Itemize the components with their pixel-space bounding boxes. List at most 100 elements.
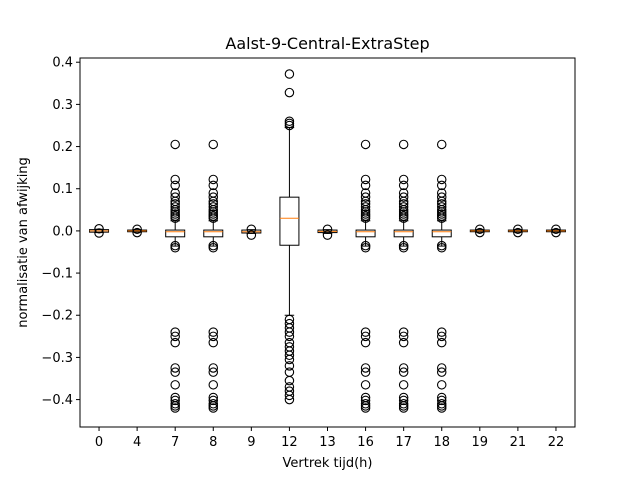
outlier-point [360, 240, 371, 251]
x-tick-label: 19 [472, 435, 489, 450]
outlier-point [513, 224, 523, 234]
outlier-point [398, 380, 409, 390]
outlier-point [436, 240, 447, 251]
outlier-point [246, 224, 257, 234]
outlier-point [475, 227, 485, 238]
box-iqr [393, 229, 414, 238]
x-axis-label: Vertrek tijd(h) [283, 456, 373, 471]
box-7 [165, 139, 186, 413]
x-tick-label: 22 [548, 435, 565, 450]
outlier-point [360, 174, 371, 185]
outlier-point [170, 337, 180, 348]
x-tick-label: 7 [171, 435, 179, 450]
outlier-point [208, 192, 219, 202]
outlier-point [436, 363, 447, 373]
outlier-point [170, 395, 180, 406]
y-axis: 0.4 0.3 0.2 0.1 0.0 −0.1 −0.2 −0.3 −0.4 [41, 56, 80, 408]
outlier-point [208, 367, 219, 377]
outlier-point [208, 401, 219, 411]
box-iqr [355, 229, 376, 238]
box-9 [241, 224, 262, 240]
outlier-point [208, 180, 219, 191]
box-22 [545, 224, 566, 238]
outlier-point [284, 354, 295, 365]
outlier-point [513, 227, 523, 238]
outlier-point [436, 192, 447, 202]
outlier-point [398, 213, 409, 224]
outlier-point [94, 228, 104, 238]
outlier-point [551, 227, 561, 238]
outlier-point [398, 401, 409, 411]
box-8 [203, 139, 224, 413]
x-tick-label: 0 [95, 435, 103, 450]
box-13 [317, 224, 338, 240]
outlier-point [284, 118, 295, 129]
outlier-point [360, 180, 371, 191]
y-axis-label: normalisatie van afwijking [16, 157, 31, 328]
outlier-point [360, 331, 371, 342]
y-tick-label: 0.0 [52, 224, 73, 239]
outlier-point [360, 213, 371, 224]
outlier-point [436, 174, 447, 185]
x-tick-label: 4 [133, 435, 141, 450]
outlier-point [284, 87, 295, 98]
x-tick-label: 18 [433, 435, 450, 450]
outlier-point [208, 380, 219, 390]
y-tick-label: 0.4 [52, 56, 73, 71]
outlier-point [360, 401, 371, 411]
x-tick-label: 21 [510, 435, 527, 450]
outlier-point [170, 331, 180, 342]
outlier-point [436, 395, 447, 406]
outlier-point [436, 380, 447, 390]
outlier-point [398, 174, 409, 185]
outlier-point [246, 230, 257, 240]
outlier-point [208, 395, 219, 406]
outlier-point [208, 213, 219, 224]
outlier-point [284, 120, 295, 131]
outlier-point [398, 202, 409, 212]
outlier-point [170, 367, 180, 377]
outlier-point [398, 240, 409, 251]
outlier-point [170, 213, 180, 224]
outlier-point [322, 230, 333, 240]
y-tick-label: 0.3 [52, 98, 73, 113]
outlier-point [208, 403, 219, 413]
outlier-point [208, 337, 219, 348]
box-iqr [431, 229, 452, 238]
x-tick-label: 13 [319, 435, 336, 450]
box-iqr [279, 196, 300, 246]
outlier-point [170, 202, 180, 212]
outlier-point [398, 139, 409, 150]
outlier-point [208, 240, 219, 251]
outlier-point [208, 202, 219, 212]
outlier-point [170, 139, 180, 150]
outlier-point [360, 395, 371, 406]
plot-frame [79, 57, 576, 428]
x-tick-label: 12 [281, 435, 298, 450]
outlier-point [208, 327, 219, 337]
y-tick-label: 0.1 [52, 182, 73, 197]
outlier-point [170, 363, 180, 373]
outlier-point [284, 390, 295, 401]
outlier-point [208, 139, 219, 150]
outlier-point [284, 331, 295, 342]
y-tick-label: −0.2 [41, 309, 73, 324]
outlier-point [398, 367, 409, 377]
outlier-point [360, 192, 371, 202]
outlier-point [170, 240, 180, 251]
outlier-point [360, 380, 371, 390]
outlier-point [170, 192, 180, 202]
box-21 [507, 224, 528, 238]
plot-area [89, 69, 566, 413]
x-tick-label: 9 [247, 435, 255, 450]
outlier-point [360, 337, 371, 348]
outlier-point [284, 367, 295, 377]
outlier-point [360, 202, 371, 212]
outlier-point [436, 367, 447, 377]
outlier-point [398, 403, 409, 413]
outlier-point [436, 401, 447, 411]
box-17 [393, 139, 414, 413]
outlier-point [436, 403, 447, 413]
box-iqr [165, 229, 186, 238]
